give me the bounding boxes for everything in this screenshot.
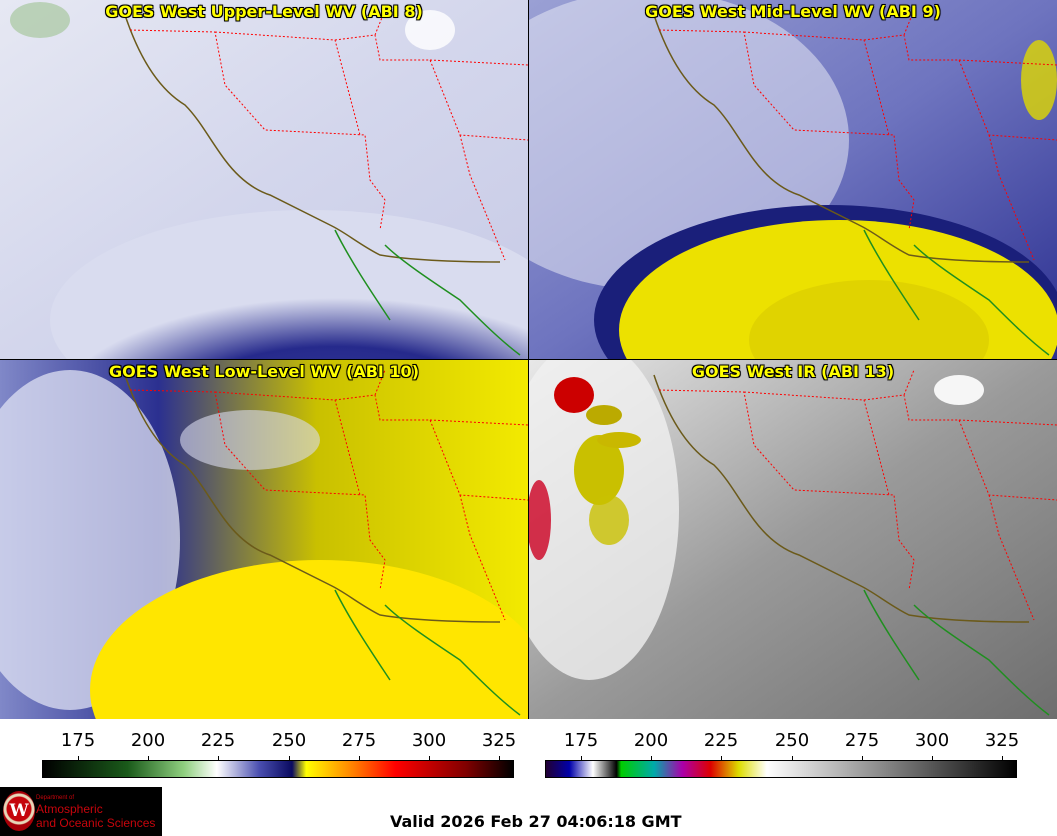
colorbar-tick: 325	[984, 730, 1020, 751]
satellite-image-abi8	[0, 0, 528, 359]
logo-line-3: and Oceanic Sciences	[36, 816, 156, 830]
valid-time: Valid 2026 Feb 27 04:06:18 GMT	[390, 812, 682, 831]
panel-abi9: GOES West Mid-Level WV (ABI 9)	[529, 0, 1057, 359]
colorbar-tick: 175	[563, 730, 599, 751]
panel-title: GOES West Upper-Level WV (ABI 8)	[105, 2, 423, 21]
colorbar-tick: 275	[844, 730, 880, 751]
colorbar-tick: 200	[633, 730, 669, 751]
colorbar-tick: 175	[60, 730, 96, 751]
colorbar-tick: 250	[774, 730, 810, 751]
panel-divider-horizontal	[0, 359, 1057, 360]
colorbar-ir: 175 200 225 250 275 300 325	[545, 724, 1020, 780]
colorbar-tick: 325	[481, 730, 517, 751]
colorbar-tick: 225	[200, 730, 236, 751]
satellite-image-abi10	[0, 360, 528, 719]
colorbar-tick: 250	[271, 730, 307, 751]
panel-abi13: GOES West IR (ABI 13)	[529, 360, 1057, 719]
panel-title: GOES West Low-Level WV (ABI 10)	[108, 362, 419, 381]
colorbar-tick: 225	[703, 730, 739, 751]
aos-logo: W Department of Atmospheric and Oceanic …	[0, 787, 162, 836]
logo-line-2: Atmospheric	[36, 802, 103, 816]
uw-seal-icon: W	[3, 791, 35, 831]
colorbar-tick: 300	[411, 730, 447, 751]
colorbar-wv-gradient	[42, 760, 514, 778]
colorbar-tick: 200	[130, 730, 166, 751]
colorbar-ir-ticks: 175 200 225 250 275 300 325	[545, 724, 1020, 761]
colorbar-wv-ticks: 175 200 225 250 275 300 325	[42, 724, 517, 761]
satellite-image-abi13	[529, 360, 1057, 719]
satellite-image-abi9	[529, 0, 1057, 359]
colorbar-tick: 300	[914, 730, 950, 751]
colorbar-wv: 175 200 225 250 275 300 325	[42, 724, 517, 780]
colorbar-ir-gradient	[545, 760, 1017, 778]
panel-title: GOES West Mid-Level WV (ABI 9)	[645, 2, 941, 21]
panel-abi10: GOES West Low-Level WV (ABI 10)	[0, 360, 528, 719]
panel-abi8: GOES West Upper-Level WV (ABI 8)	[0, 0, 528, 359]
logo-line-1: Department of	[36, 795, 75, 801]
panel-title: GOES West IR (ABI 13)	[691, 362, 895, 381]
colorbar-tick: 275	[341, 730, 377, 751]
